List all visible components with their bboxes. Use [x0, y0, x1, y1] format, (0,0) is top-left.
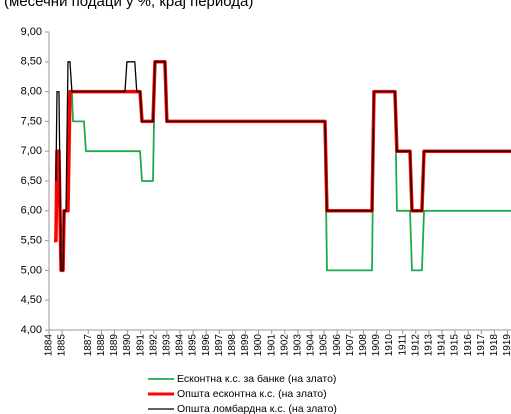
x-tick-label: 1901	[266, 334, 277, 357]
x-tick-label: 1887	[83, 334, 94, 357]
y-tick-label: 6,50	[21, 175, 42, 187]
x-tick-label: 1908	[358, 334, 369, 357]
x-tick-label: 1891	[135, 334, 146, 357]
x-tick-label: 1918	[489, 334, 500, 357]
x-tick-label: 1911	[397, 334, 408, 356]
x-tick-label: 1907	[345, 334, 356, 357]
x-tick-label: 1889	[109, 334, 120, 357]
y-tick-label: 5,50	[21, 235, 42, 247]
x-tick-label: 1910	[384, 334, 395, 357]
x-tick-label: 1897	[214, 334, 225, 357]
x-tick-label: 1899	[240, 334, 251, 357]
x-tick-label: 1884	[44, 334, 55, 357]
x-tick-label: 1890	[122, 334, 133, 357]
y-tick-label: 4,50	[21, 294, 42, 306]
x-tick-label: 1895	[188, 334, 199, 357]
y-tick-label: 4,00	[21, 324, 42, 336]
x-tick-label: 1888	[96, 334, 107, 357]
x-tick-label: 1909	[371, 334, 382, 357]
x-tick-label: 1915	[450, 334, 461, 357]
x-tick-label: 1900	[253, 334, 264, 357]
x-tick-label: 1914	[437, 334, 448, 357]
y-tick-label: 6,00	[21, 205, 42, 217]
legend-label: Есконтна к.с. за банке (на злато)	[177, 373, 336, 385]
x-tick-label: 1905	[319, 334, 330, 357]
x-tick-label: 1903	[293, 334, 304, 357]
x-tick-label: 1898	[227, 334, 238, 357]
series-line	[53, 60, 511, 273]
x-tick-label: 1904	[306, 334, 317, 357]
y-tick-label: 7,00	[21, 145, 42, 157]
chart-subtitle: (месечни подаци у %, крај периода)	[4, 0, 253, 10]
y-tick-label: 8,50	[21, 56, 42, 68]
y-tick-label: 7,50	[21, 115, 42, 127]
x-tick-label: 1896	[201, 334, 212, 357]
x-tick-label: 1894	[175, 334, 186, 357]
x-tick-label: 1912	[410, 334, 421, 357]
legend-label: Општа ломбардна к.с. (на злато)	[177, 403, 337, 414]
x-tick-label: 1916	[463, 334, 474, 357]
x-tick-label: 1902	[279, 334, 290, 357]
x-tick-label: 1919	[502, 334, 511, 357]
x-tick-label: 1906	[332, 334, 343, 357]
y-tick-label: 9,00	[21, 26, 42, 38]
y-tick-label: 5,00	[21, 264, 42, 276]
x-tick-label: 1893	[162, 334, 173, 357]
series-line	[55, 61, 511, 272]
legend-label: Општа есконтна к.с. (на злато)	[177, 388, 327, 400]
x-tick-label: 1917	[476, 334, 487, 357]
y-tick-label: 8,00	[21, 86, 42, 98]
x-tick-label: 1892	[148, 334, 159, 357]
x-tick-label: 1885	[57, 334, 68, 357]
x-tick-label: 1913	[424, 334, 435, 357]
